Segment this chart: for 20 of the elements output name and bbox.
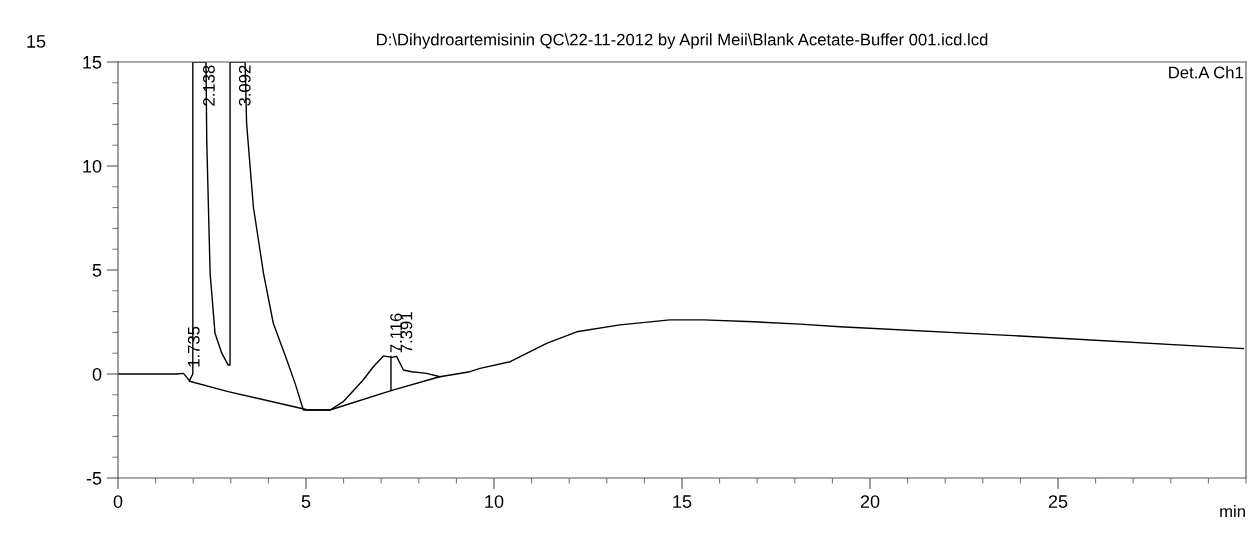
x-tick-label: 25: [1048, 495, 1068, 508]
x-axis-title: min: [1220, 505, 1245, 518]
annotation: 7.391: [400, 312, 413, 353]
annotation: 7.116: [390, 313, 402, 353]
annotation: 1.735: [187, 326, 200, 367]
y-tick-label: 10: [83, 159, 102, 173]
annotation: Det.A Ch1: [1169, 66, 1243, 79]
chart-title: D:\Dihydroartemisinin QC\22-11-2012 by April Meii\Blank Acetate-Buffer 001.icd.lcd: [377, 33, 988, 49]
y-tick-label: 5: [92, 264, 102, 277]
y-tick-label: 15: [83, 56, 102, 69]
x-tick-label: 20: [860, 495, 880, 508]
x-tick-label: 5: [301, 495, 311, 508]
x-tick-label: 10: [485, 495, 504, 508]
annotation: 3.092: [238, 65, 251, 106]
annotation: 2.138: [203, 65, 215, 106]
y-tick-label: -5: [86, 472, 102, 485]
x-tick-label: 0: [113, 495, 123, 508]
text: 15: [27, 35, 46, 48]
x-tick-label: 15: [673, 495, 692, 508]
y-tick-label: 0: [92, 367, 102, 381]
